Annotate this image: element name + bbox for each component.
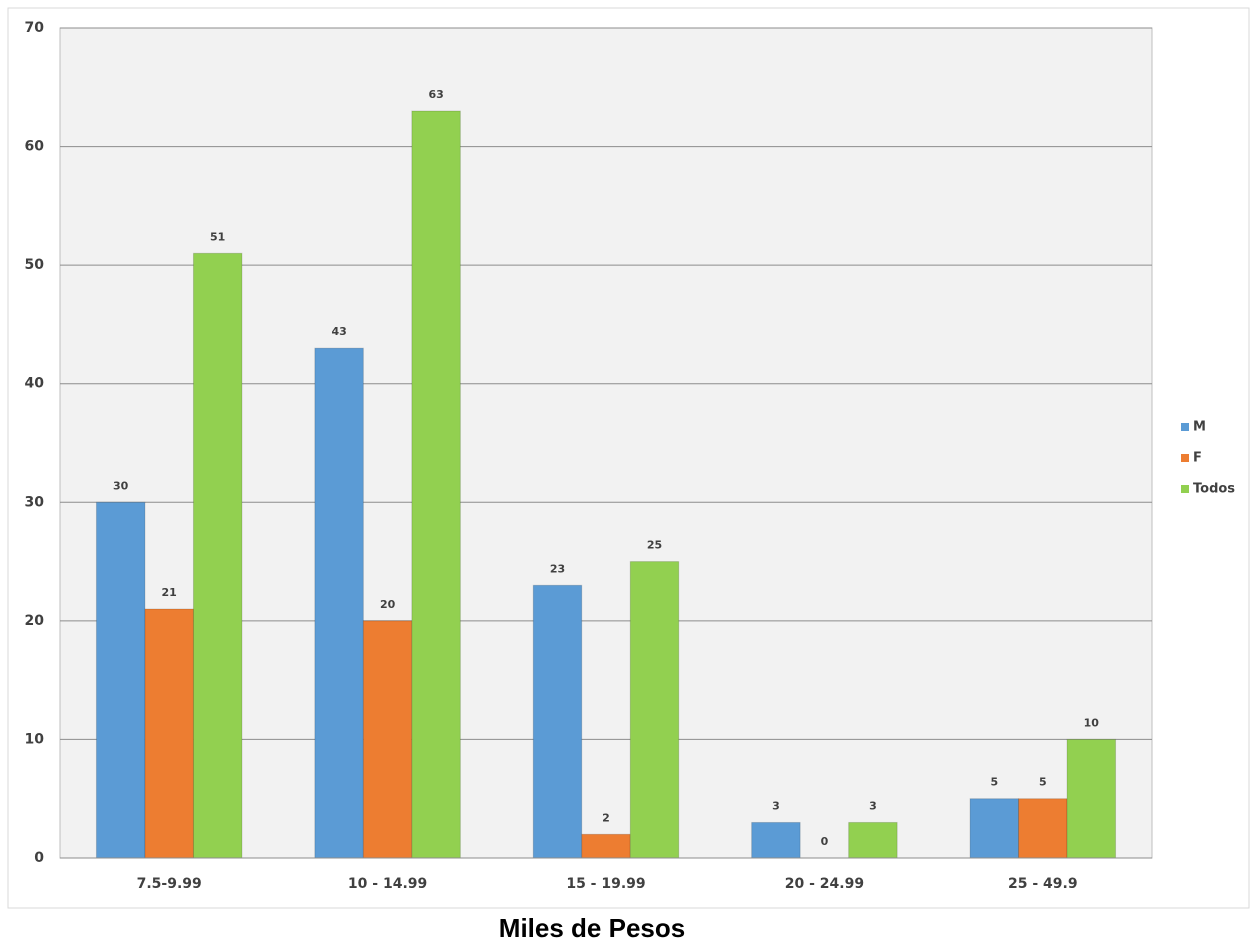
y-tick-label: 60 <box>25 139 45 155</box>
value-label: 21 <box>162 586 177 599</box>
value-label: 30 <box>113 479 129 492</box>
y-tick-label: 10 <box>25 731 45 747</box>
x-tick-label: 7.5-9.99 <box>137 876 202 892</box>
x-tick-label: 25 - 49.9 <box>1008 876 1078 892</box>
bar <box>314 347 364 859</box>
bar <box>629 561 680 859</box>
plot-area <box>59 27 1153 859</box>
value-label: 10 <box>1084 716 1100 729</box>
bar <box>95 501 146 859</box>
value-label: 5 <box>990 776 998 789</box>
bar <box>144 608 194 859</box>
value-label: 2 <box>602 811 610 824</box>
value-label: 3 <box>869 799 877 812</box>
bar <box>362 620 413 859</box>
legend-swatch <box>1181 423 1189 431</box>
y-tick-label: 50 <box>25 257 45 273</box>
value-label: 0 <box>821 835 829 848</box>
value-label: 51 <box>210 230 225 243</box>
value-label: 63 <box>428 88 443 101</box>
value-label: 23 <box>550 562 565 575</box>
bar <box>1066 738 1117 859</box>
legend-swatch <box>1181 454 1189 462</box>
value-label: 20 <box>380 598 396 611</box>
bar <box>751 821 801 859</box>
y-tick-label: 20 <box>25 613 45 629</box>
value-label: 5 <box>1039 776 1047 789</box>
value-label: 3 <box>772 799 780 812</box>
value-label: 25 <box>647 539 662 552</box>
bar <box>581 833 631 859</box>
y-tick-label: 0 <box>34 850 44 866</box>
bar <box>532 584 583 859</box>
bar <box>192 252 243 859</box>
legend-label: M <box>1193 420 1206 435</box>
legend-label: F <box>1193 451 1202 466</box>
bar <box>848 821 898 859</box>
value-label: 43 <box>331 325 346 338</box>
x-tick-label: 10 - 14.99 <box>348 876 427 892</box>
legend-label: Todos <box>1193 482 1235 497</box>
y-tick-label: 30 <box>25 494 45 510</box>
y-tick-label: 40 <box>25 376 45 392</box>
legend-swatch <box>1181 485 1189 493</box>
bar <box>1018 798 1068 859</box>
x-axis-label: Miles de Pesos <box>499 913 685 943</box>
bar <box>969 798 1020 859</box>
x-tick-label: 15 - 19.99 <box>566 876 645 892</box>
bar <box>411 110 461 859</box>
y-tick-label: 70 <box>25 20 45 36</box>
x-tick-label: 20 - 24.99 <box>785 876 864 892</box>
